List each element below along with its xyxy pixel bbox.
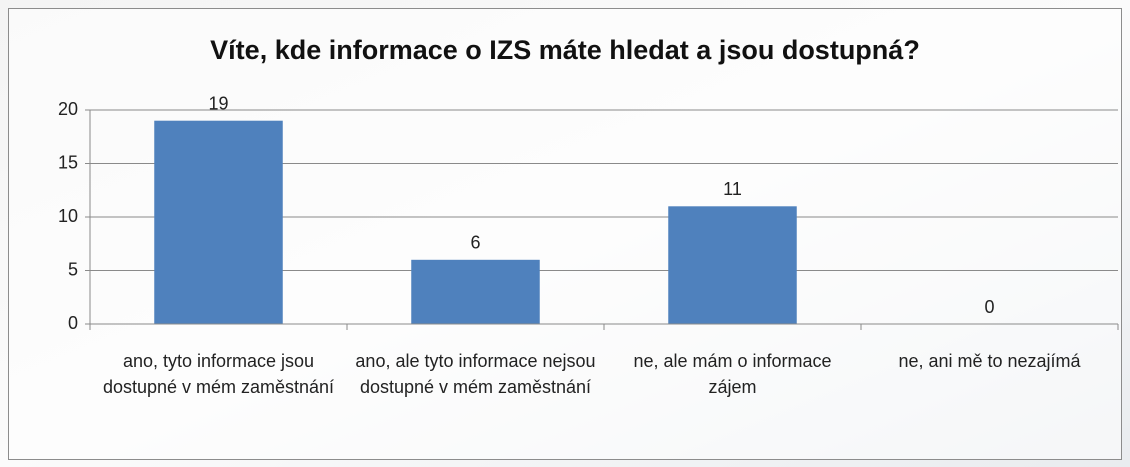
y-tick-label: 0 — [68, 313, 78, 333]
value-label: 6 — [470, 233, 480, 253]
x-tick-label: ano, ale tyto informace nejsou dostupné v… — [355, 351, 595, 397]
y-tick-label: 5 — [68, 259, 78, 279]
chart-title: Víte, kde informace o IZS máte hledat a … — [210, 35, 920, 65]
value-label: 19 — [208, 93, 228, 113]
bar — [668, 206, 797, 324]
value-label: 0 — [984, 297, 994, 317]
x-tick-label: ne, ale mám o informace zájem — [633, 351, 831, 397]
bar — [154, 120, 283, 324]
x-tick-label: ne, ani mě to nezajímá — [898, 351, 1081, 371]
x-tick-label: ano, tyto informace jsou dostupné v mém z… — [103, 351, 334, 397]
y-tick-label: 20 — [58, 99, 78, 119]
bar — [411, 259, 540, 324]
y-tick-label: 15 — [58, 152, 78, 172]
y-tick-label: 10 — [58, 206, 78, 226]
value-label: 11 — [723, 179, 742, 199]
